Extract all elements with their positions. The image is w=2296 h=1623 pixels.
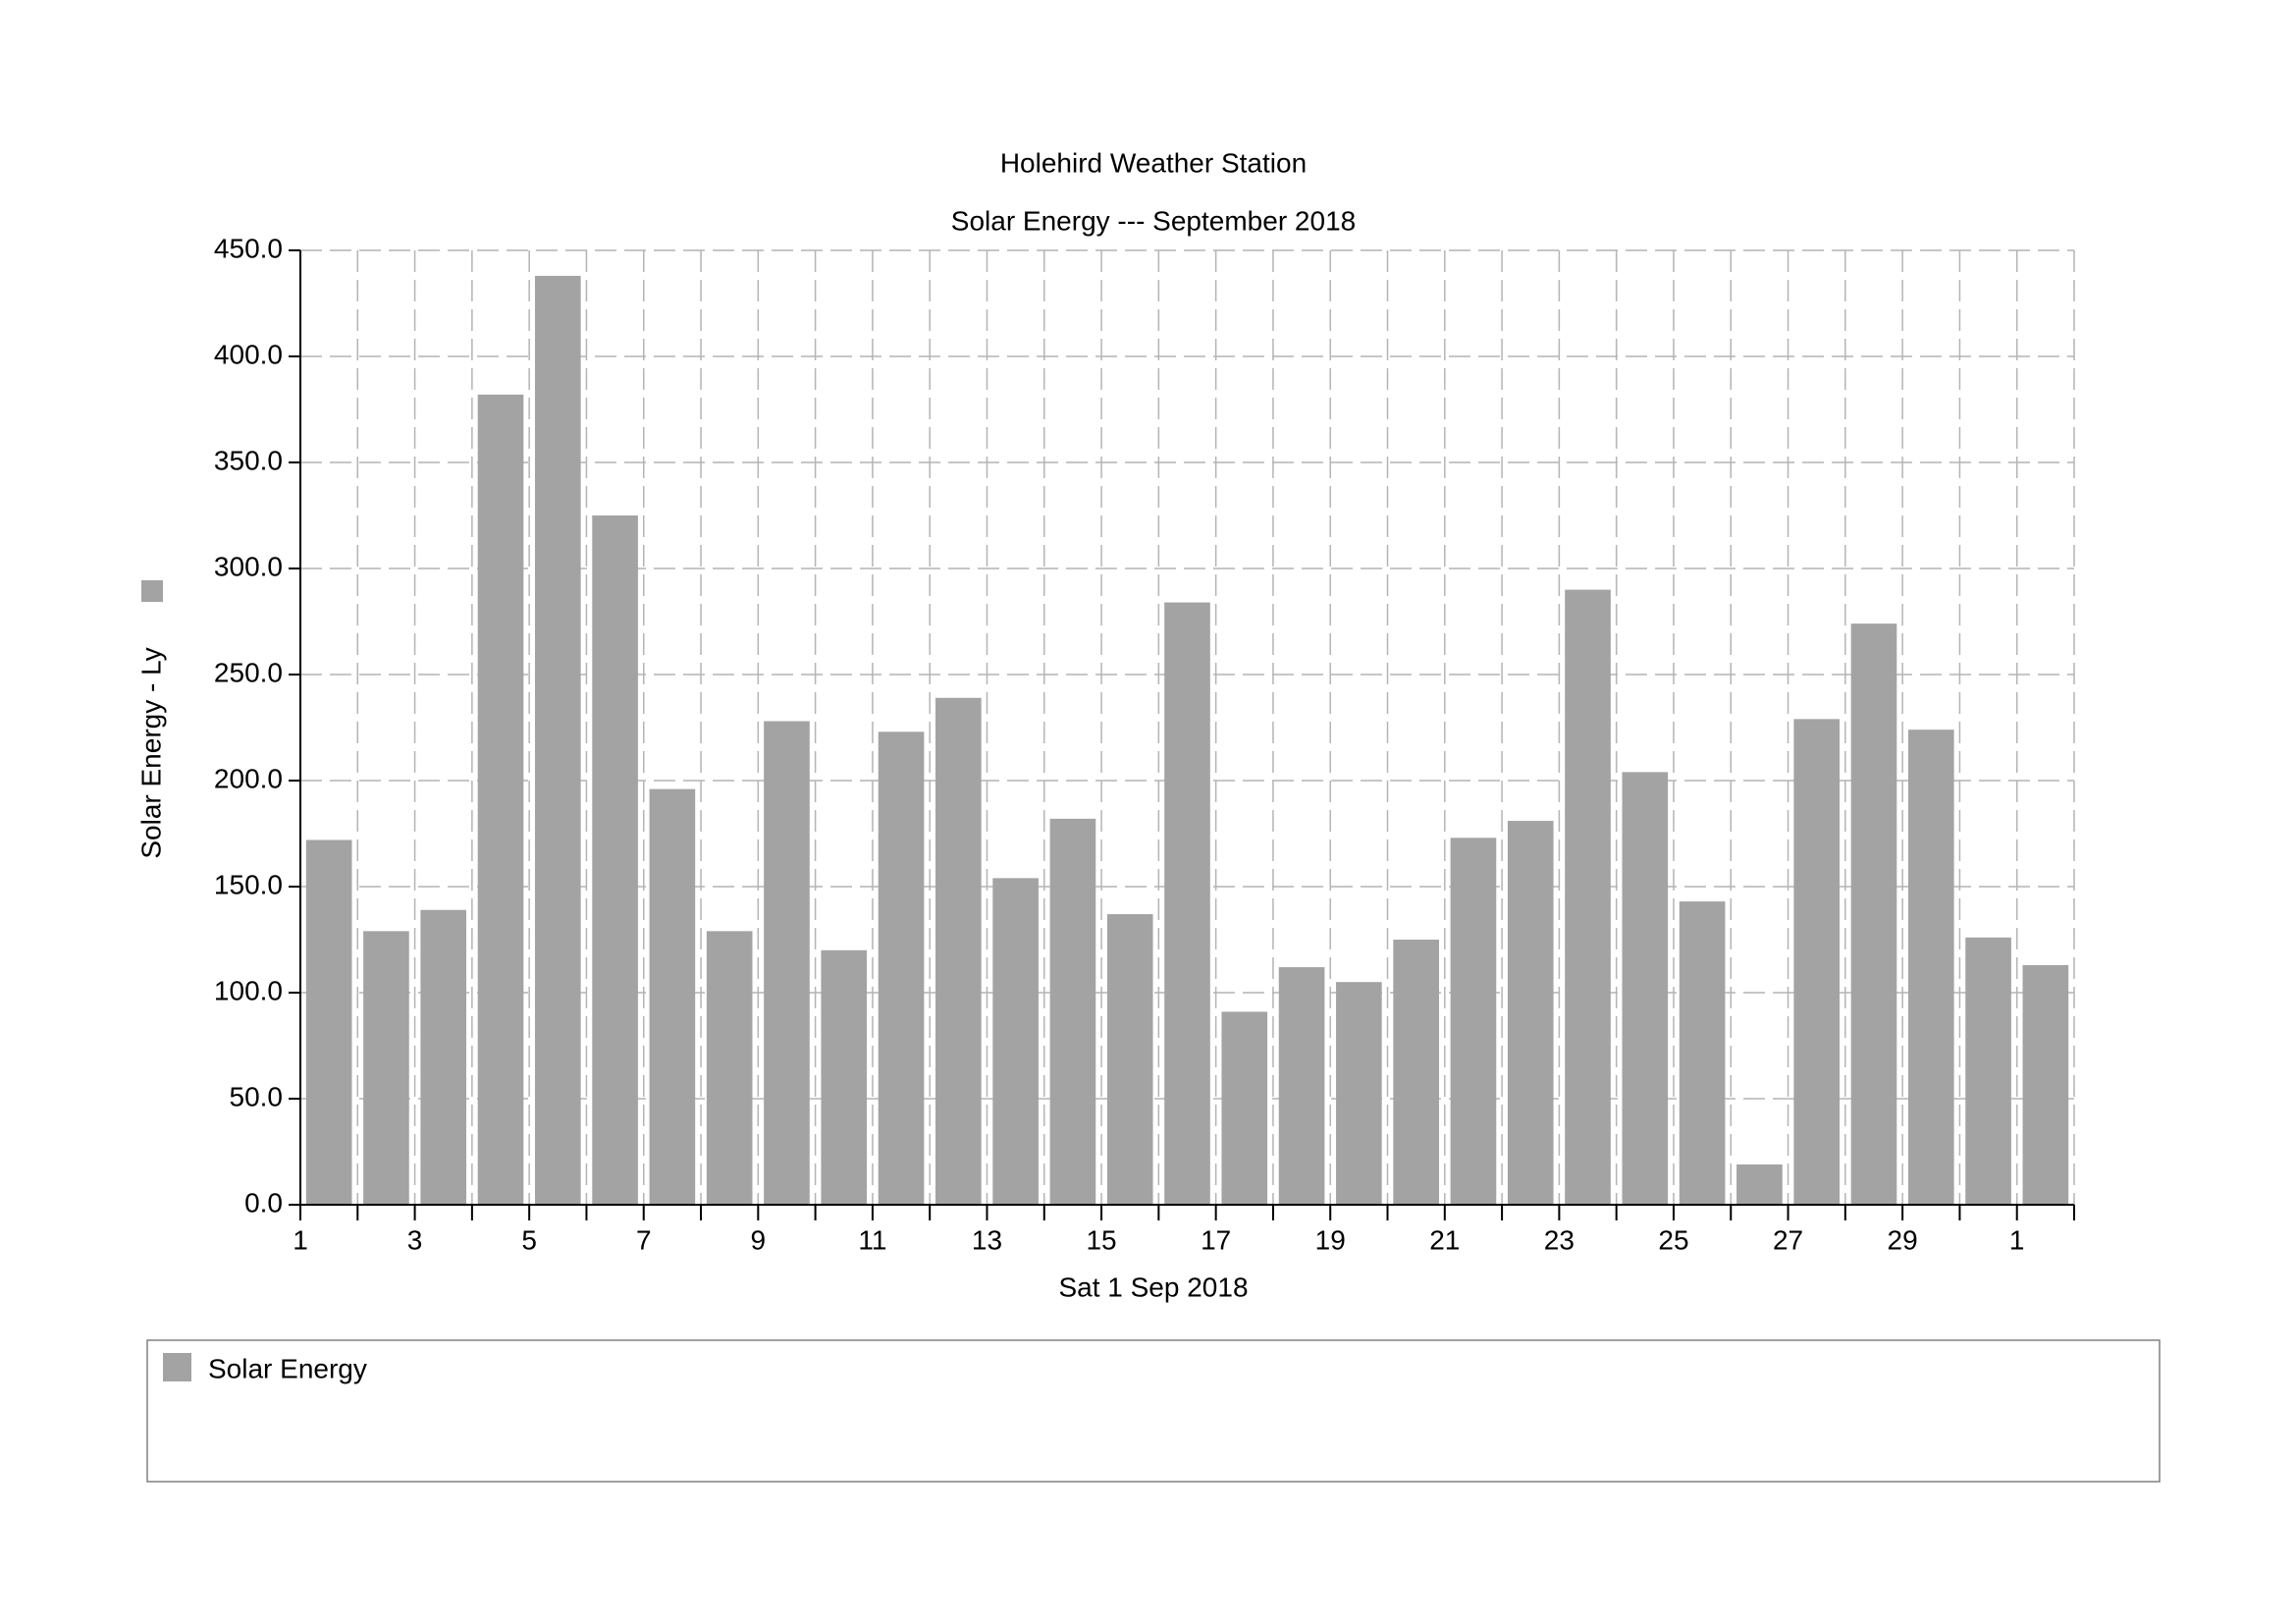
chart-title: Holehird Weather Station: [1000, 147, 1307, 178]
x-tick-label: 23: [1544, 1224, 1575, 1255]
bar: [1393, 940, 1439, 1205]
x-tick-label: 21: [1429, 1224, 1460, 1255]
bar: [1965, 937, 2011, 1205]
bar: [363, 931, 409, 1205]
x-tick-label: 7: [636, 1224, 652, 1255]
bar: [420, 909, 467, 1205]
bar: [1736, 1163, 1783, 1205]
legend-swatch: [163, 1353, 191, 1381]
x-tick-label: 1: [2009, 1224, 2025, 1255]
bar: [477, 394, 524, 1205]
y-tick-label: 400.0: [214, 339, 283, 369]
x-tick-label: 1: [293, 1224, 308, 1255]
bar: [706, 931, 753, 1205]
bar: [1450, 838, 1497, 1205]
bar: [992, 878, 1039, 1205]
bar: [1565, 589, 1611, 1205]
x-tick-label: 5: [521, 1224, 537, 1255]
x-tick-label: 13: [972, 1224, 1002, 1255]
bar: [1221, 1011, 1268, 1205]
bar: [1793, 719, 1841, 1205]
chart-subtitle: Solar Energy --- September 2018: [951, 205, 1356, 236]
bar: [305, 839, 352, 1205]
x-tick-label: 17: [1201, 1224, 1231, 1255]
y-axis-label: Solar Energy - Ly: [135, 647, 166, 858]
y-tick-label: 250.0: [214, 657, 283, 687]
bar: [1106, 914, 1153, 1205]
y-tick-label: 300.0: [214, 551, 283, 581]
legend-label: Solar Energy: [208, 1353, 367, 1383]
bar: [2022, 964, 2069, 1205]
x-tick-label: 29: [1888, 1224, 1918, 1255]
bar: [935, 697, 982, 1205]
bar: [764, 721, 810, 1205]
y-tick-label: 50.0: [230, 1081, 284, 1111]
x-tick-label: 19: [1315, 1224, 1346, 1255]
axis-legend-swatch: [141, 580, 163, 602]
bar: [1622, 772, 1669, 1205]
y-tick-label: 0.0: [244, 1187, 283, 1217]
y-tick-label: 100.0: [214, 975, 283, 1005]
bar: [1850, 623, 1897, 1205]
bar: [649, 788, 696, 1205]
bar: [1164, 602, 1210, 1205]
bar: [1507, 821, 1554, 1205]
bar: [1907, 730, 1954, 1205]
bar: [821, 949, 868, 1205]
bar: [592, 515, 638, 1205]
bar: [1049, 818, 1096, 1205]
legend-box: [146, 1339, 2161, 1483]
bar: [1278, 967, 1325, 1205]
x-tick-label: 9: [751, 1224, 767, 1255]
bar: [1679, 901, 1726, 1205]
x-tick-label: 25: [1658, 1224, 1688, 1255]
y-tick-label: 450.0: [214, 233, 283, 263]
y-tick-label: 200.0: [214, 763, 283, 793]
x-tick-label: 3: [407, 1224, 423, 1255]
bar: [1336, 982, 1382, 1205]
y-tick-label: 150.0: [214, 869, 283, 899]
x-tick-label: 15: [1086, 1224, 1116, 1255]
bar: [878, 731, 925, 1205]
x-axis-label: Sat 1 Sep 2018: [1058, 1271, 1248, 1302]
x-tick-label: 27: [1773, 1224, 1803, 1255]
bar: [534, 275, 581, 1205]
y-tick-label: 350.0: [214, 445, 283, 475]
x-tick-label: 11: [858, 1224, 886, 1255]
